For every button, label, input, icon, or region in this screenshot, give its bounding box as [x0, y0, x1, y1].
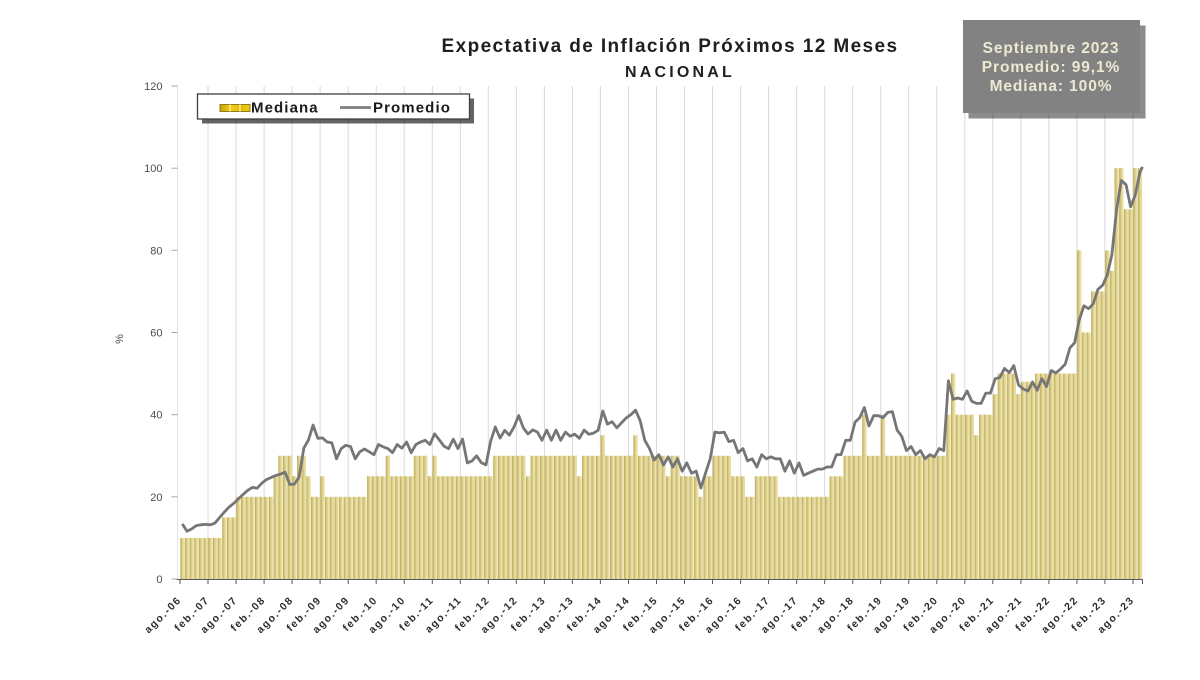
svg-text:0: 0	[156, 574, 162, 586]
svg-text:20: 20	[150, 492, 162, 504]
svg-text:Promedio: 99,1%: Promedio: 99,1%	[982, 59, 1120, 76]
svg-text:Mediana: Mediana	[251, 100, 319, 117]
svg-text:40: 40	[150, 410, 162, 422]
svg-text:100: 100	[144, 163, 162, 175]
svg-text:Expectativa de Inflación Próxi: Expectativa de Inflación Próximos 12 Mes…	[442, 36, 899, 57]
svg-text:120: 120	[144, 81, 162, 93]
svg-text:Septiembre 2023: Septiembre 2023	[983, 40, 1120, 57]
svg-text:60: 60	[150, 328, 162, 340]
svg-text:Mediana: 100%: Mediana: 100%	[990, 78, 1113, 95]
svg-text:NACIONAL: NACIONAL	[625, 64, 735, 81]
svg-text:Promedio: Promedio	[373, 100, 451, 117]
svg-text:%: %	[114, 334, 126, 344]
svg-text:80: 80	[150, 245, 162, 257]
